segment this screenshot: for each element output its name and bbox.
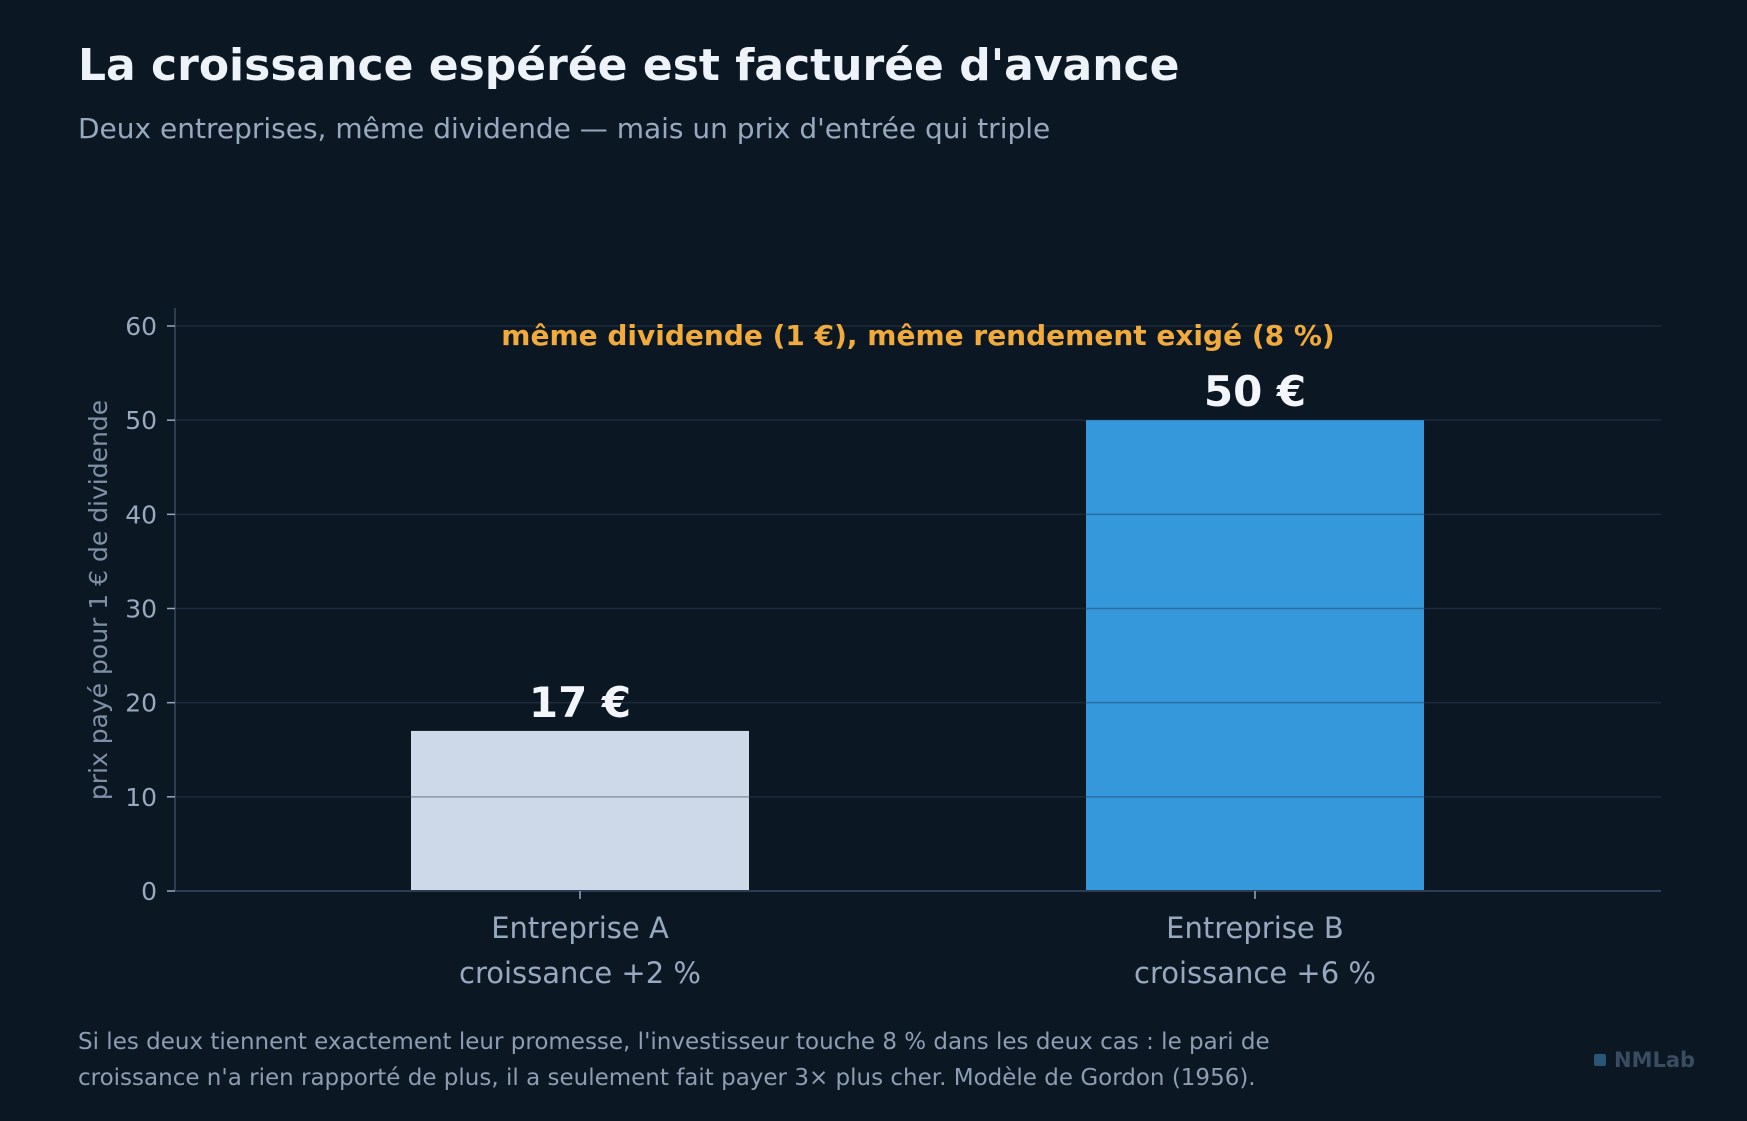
- bar-value-label-2: 50 €: [1204, 367, 1306, 416]
- chart-annotation: même dividende (1 €), même rendement exi…: [501, 319, 1334, 352]
- chart-subtitle: Deux entreprises, même dividende — mais …: [78, 112, 1051, 145]
- y-axis-label: prix payé pour 1 € de dividende: [84, 400, 113, 800]
- brand-name: NMLab: [1614, 1048, 1696, 1072]
- bar-chart: 17 € 50 € 0 10 20 30 40 50 60 Entreprise A croissa…: [84, 308, 1661, 990]
- footnote: Si les deux tiennent exactement leur pro…: [78, 1024, 1478, 1096]
- y-tick-label-20: 20: [125, 689, 157, 718]
- chart-title: La croissance espérée est facturée d'ava…: [78, 40, 1180, 91]
- brand-logo: NMLab: [1594, 1048, 1695, 1072]
- y-tick-label-40: 40: [125, 500, 157, 529]
- y-tick-label-30: 30: [125, 595, 157, 624]
- y-tick-label-50: 50: [125, 406, 157, 435]
- y-tick-label-60: 60: [125, 312, 157, 341]
- bar-2: [1086, 420, 1424, 891]
- x-category-label-2-line-2: croissance +6 %: [1134, 956, 1376, 990]
- x-category-label-1-line-1: Entreprise A: [491, 911, 669, 945]
- x-category-label-2-line-1: Entreprise B: [1166, 911, 1344, 945]
- y-tick-label-0: 0: [141, 877, 157, 906]
- x-category-label-1-line-2: croissance +2 %: [459, 956, 701, 990]
- bar-value-label-1: 17 €: [529, 678, 631, 727]
- y-tick-label-10: 10: [125, 783, 157, 812]
- brand-square-icon: [1594, 1054, 1606, 1066]
- footnote-line-2: croissance n'a rien rapporté de plus, il…: [78, 1065, 1256, 1091]
- bar-1: [411, 730, 749, 891]
- footnote-line-1: Si les deux tiennent exactement leur pro…: [78, 1029, 1270, 1055]
